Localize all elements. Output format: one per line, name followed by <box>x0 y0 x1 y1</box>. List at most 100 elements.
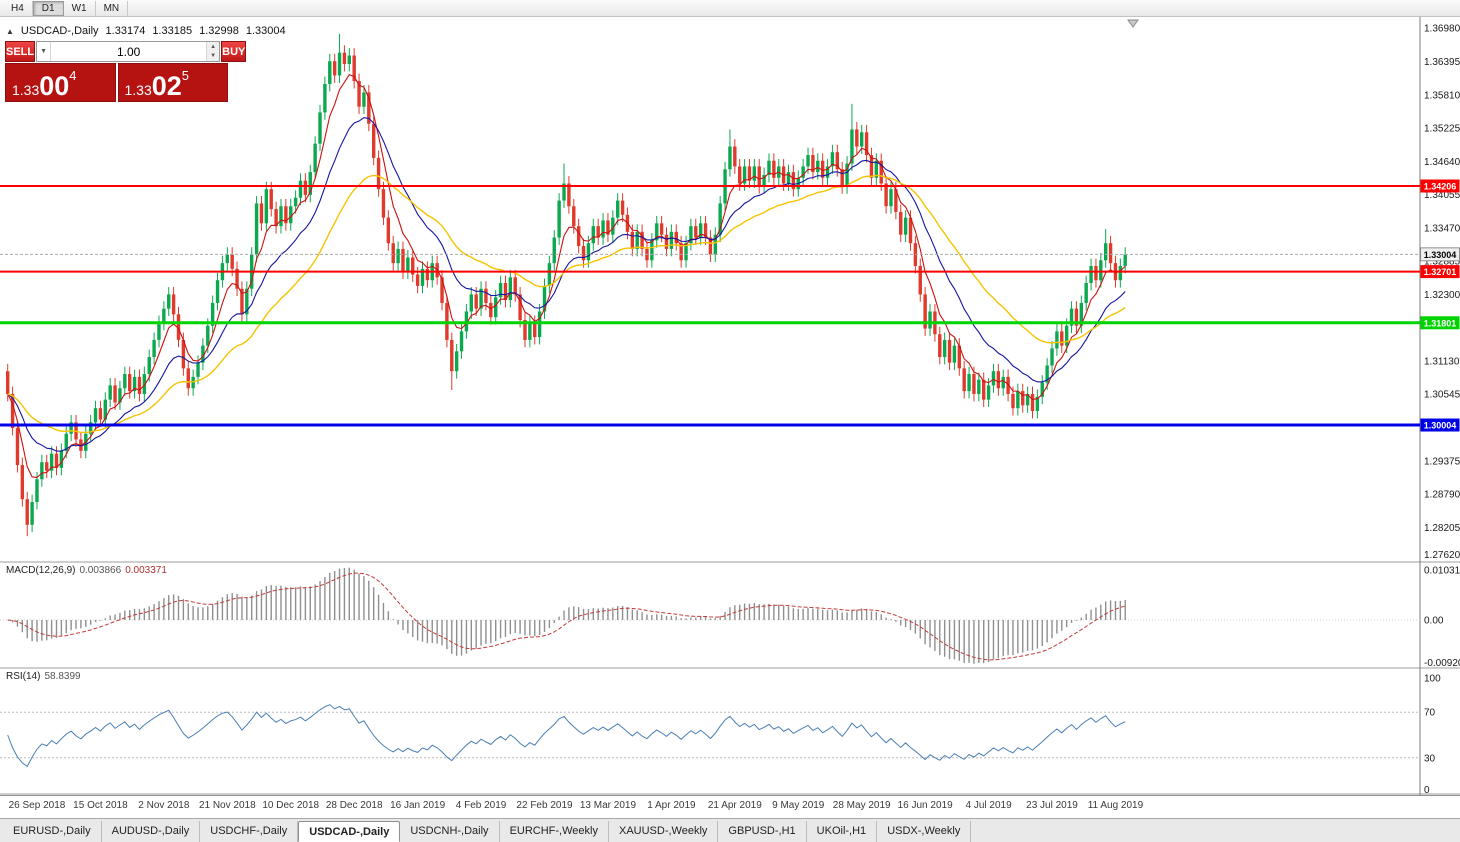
shift-marker-icon <box>1127 19 1139 28</box>
buy-button[interactable]: BUY <box>221 41 247 62</box>
svg-text:0.010311: 0.010311 <box>1424 565 1460 576</box>
ohlc-low: 1.32998 <box>199 25 239 37</box>
rsi-indicator-label: RSI(14) 58.8399 <box>6 671 81 682</box>
macd-signal-value: 0.003371 <box>125 565 167 576</box>
volume-spinner: ▲ ▼ <box>206 42 220 61</box>
timeframe-toolbar: H4 D1 W1 MN <box>0 0 1460 17</box>
macd-indicator-label: MACD(12,26,9) 0.003866 0.003371 <box>6 565 167 576</box>
date-label: 21 Apr 2019 <box>707 800 762 811</box>
macd-signal-line <box>7 572 1126 661</box>
svg-text:1.28205: 1.28205 <box>1424 523 1460 534</box>
ma-fast-line <box>7 73 1126 479</box>
collapse-arrow-icon[interactable]: ▲ <box>6 27 14 36</box>
volume-input[interactable] <box>51 42 207 61</box>
svg-text:1.32885: 1.32885 <box>1424 257 1460 268</box>
price-axis: 1.36980 1.36395 1.35810 1.35225 1.34640 1.340… <box>1424 24 1460 795</box>
ohlc-close: 1.33004 <box>245 25 286 37</box>
svg-text:1.36980: 1.36980 <box>1424 24 1460 35</box>
chart-tab-audusd-daily[interactable]: AUDUSD-,Daily <box>102 821 201 842</box>
date-label: 11 Aug 2019 <box>1087 800 1144 811</box>
macd-histogram <box>11 567 1126 664</box>
date-label: 26 Sep 2018 <box>8 800 66 811</box>
date-label: 16 Jan 2019 <box>390 800 446 811</box>
date-label: 4 Feb 2019 <box>455 800 507 811</box>
svg-text:0: 0 <box>1424 785 1430 795</box>
ma-slow-line <box>7 174 1126 434</box>
date-label: 28 Dec 2018 <box>325 800 383 811</box>
svg-text:1.31130: 1.31130 <box>1424 356 1460 367</box>
time-axis: 26 Sep 2018 15 Oct 2018 2 Nov 2018 21 Nov 2… <box>0 795 1460 818</box>
svg-text:-0.00920: -0.00920 <box>1424 658 1460 669</box>
svg-text:70: 70 <box>1424 708 1436 719</box>
sell-price-display[interactable]: 1.33 00 4 <box>5 63 116 102</box>
svg-text:1.28790: 1.28790 <box>1424 490 1460 501</box>
chart-tab-usdcad-daily[interactable]: USDCAD-,Daily <box>298 821 401 842</box>
chart-tab-usdcnh-daily[interactable]: USDCNH-,Daily <box>400 821 500 842</box>
date-label: 21 Nov 2018 <box>198 800 256 811</box>
svg-text:1.29375: 1.29375 <box>1424 456 1460 467</box>
timeframe-button-w1[interactable]: W1 <box>64 0 96 16</box>
svg-text:1.30545: 1.30545 <box>1424 390 1460 401</box>
chart-tab-eurchf-weekly[interactable]: EURCHF-,Weekly <box>500 821 609 842</box>
date-label: 2 Nov 2018 <box>138 800 190 811</box>
macd-main-value: 0.003866 <box>79 565 122 576</box>
price-chart-svg[interactable]: 1.36980 1.36395 1.35810 1.35225 1.34640 1.340… <box>0 0 1460 795</box>
chart-background <box>0 0 1460 795</box>
chart-tab-ukoil-h1[interactable]: UKOil-,H1 <box>807 821 878 842</box>
svg-text:1.34206: 1.34206 <box>1424 182 1457 192</box>
svg-text:0.00: 0.00 <box>1424 616 1444 627</box>
date-label: 9 May 2019 <box>772 800 825 811</box>
svg-text:100: 100 <box>1424 674 1441 685</box>
trade-prices: 1.33 00 4 1.33 02 5 <box>5 63 228 102</box>
volume-increase-button[interactable]: ▲ <box>207 42 220 52</box>
chart-tab-eurusd-daily[interactable]: EURUSD-,Daily <box>3 821 102 842</box>
date-label: 10 Dec 2018 <box>262 800 320 811</box>
svg-text:30: 30 <box>1424 753 1436 764</box>
price-tag: 1.32701 <box>1420 265 1460 279</box>
date-label: 15 Oct 2018 <box>73 800 128 811</box>
svg-text:1.33470: 1.33470 <box>1424 223 1460 234</box>
volume-decrease-button[interactable]: ▼ <box>207 51 220 61</box>
chart-tab-gbpusd-h1[interactable]: GBPUSD-,H1 <box>718 821 807 842</box>
svg-text:1.35225: 1.35225 <box>1424 124 1460 135</box>
date-label: 4 Jul 2019 <box>965 800 1012 811</box>
chart-tab-xauusd-weekly[interactable]: XAUUSD-,Weekly <box>609 821 719 842</box>
date-label: 13 Mar 2019 <box>579 800 637 811</box>
svg-text:1.27620: 1.27620 <box>1424 550 1460 561</box>
date-label: 22 Feb 2019 <box>516 800 573 811</box>
buy-price-prefix: 1.33 <box>124 82 152 98</box>
price-tag: 1.34206 <box>1420 179 1460 193</box>
svg-text:1.31801: 1.31801 <box>1424 318 1457 328</box>
date-label: 16 Jun 2019 <box>897 800 953 811</box>
chart-tabs-bar: EURUSD-,Daily AUDUSD-,Daily USDCHF-,Daily U… <box>0 818 1460 842</box>
sell-price-big: 00 <box>39 70 70 101</box>
svg-text:1.34055: 1.34055 <box>1424 190 1460 201</box>
svg-text:1.36395: 1.36395 <box>1424 57 1460 68</box>
timeframe-button-h4[interactable]: H4 <box>3 0 33 16</box>
date-label: 23 Jul 2019 <box>1026 800 1078 811</box>
date-label: 1 Apr 2019 <box>647 800 696 811</box>
buy-price-big: 02 <box>151 70 182 101</box>
timeframe-button-d1[interactable]: D1 <box>32 0 64 16</box>
buy-price-display[interactable]: 1.33 02 5 <box>117 63 228 102</box>
sell-price-sup: 4 <box>69 68 77 83</box>
rsi-name: RSI(14) <box>6 671 41 682</box>
svg-text:1.32300: 1.32300 <box>1424 290 1460 301</box>
price-tag: 1.31801 <box>1420 316 1460 330</box>
price-tag: 1.30004 <box>1420 418 1460 432</box>
timeframe-button-mn[interactable]: MN <box>96 0 129 16</box>
price-tag: 1.33004 <box>1420 247 1460 262</box>
sell-button[interactable]: SELL <box>5 41 36 62</box>
volume-dropdown-icon[interactable]: ▼ <box>37 42 52 61</box>
svg-text:1.35810: 1.35810 <box>1424 90 1460 101</box>
buy-price-sup: 5 <box>181 68 190 83</box>
chart-symbol-title: USDCAD-,Daily <box>20 25 99 37</box>
rsi-value: 58.8399 <box>44 671 81 682</box>
chart-tab-usdx-weekly[interactable]: USDX-,Weekly <box>877 821 972 842</box>
ohlc-high: 1.33185 <box>152 25 193 37</box>
chart-tab-usdchf-daily[interactable]: USDCHF-,Daily <box>200 821 299 842</box>
rsi-line <box>7 704 1126 768</box>
